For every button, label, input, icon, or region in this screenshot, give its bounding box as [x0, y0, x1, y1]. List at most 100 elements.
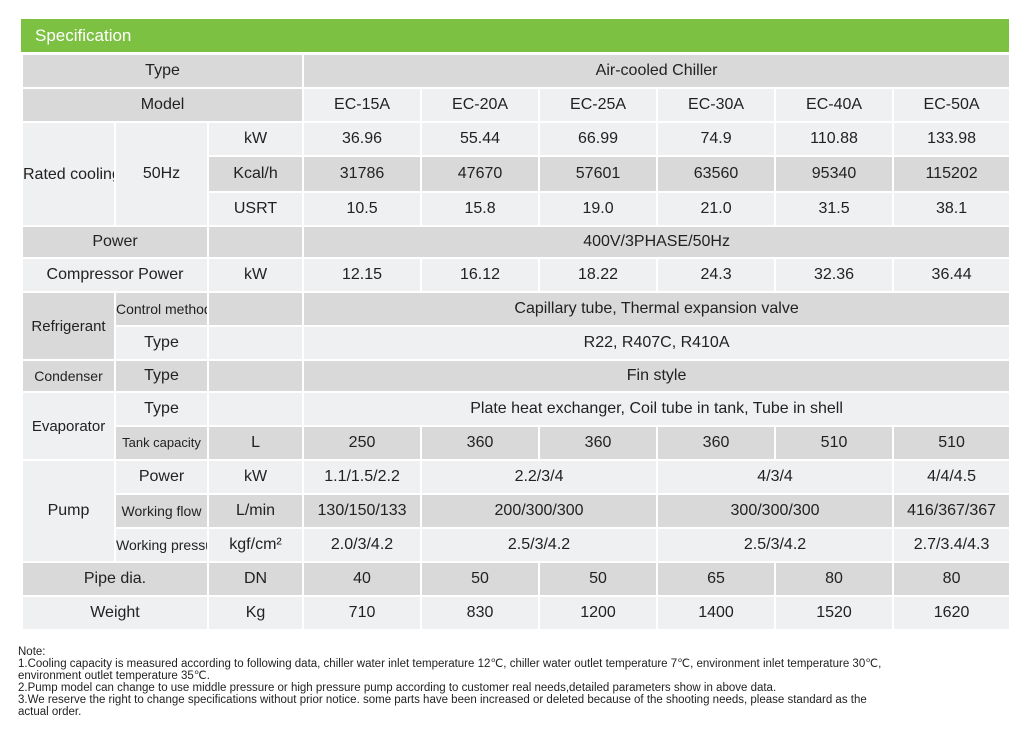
evaporator-type-label: Type — [114, 391, 209, 427]
value-cell: 4/3/4 — [656, 459, 895, 495]
evaporator-label: Evaporator — [21, 391, 116, 461]
pump-pressure-row: Working pressure kgf/cm² 2.0/3/4.2 2.5/3… — [22, 527, 1012, 563]
value-cell: 16.12 — [420, 257, 541, 293]
value-cell: 15.8 — [420, 191, 541, 227]
unit-cell: Kcal/h — [206, 155, 305, 193]
unit-cell: L/min — [206, 493, 305, 529]
rated-cooling-label: Rated cooling capacity — [21, 121, 116, 227]
notes-title: Note: — [18, 646, 46, 658]
weight-label: Weight — [21, 595, 209, 631]
value-cell: 74.9 — [656, 121, 777, 157]
value-cell: 21.0 — [656, 191, 777, 227]
value-cell: 1200 — [538, 595, 659, 631]
value-cell: 200/300/300 — [420, 493, 659, 529]
model-cell: EC-15A — [302, 87, 423, 123]
model-cell: EC-20A — [420, 87, 541, 123]
note-item: 2.Pump model can change to use middle pr… — [18, 682, 777, 694]
value-cell: 80 — [774, 561, 895, 597]
specification-table: Type Air-cooled Chiller Model EC-15A EC-… — [20, 53, 1012, 631]
value-cell: 4/4/4.5 — [892, 459, 1012, 495]
rated-kw-row: Rated cooling capacity 50Hz kW 36.96 55.… — [21, 121, 1012, 227]
value-cell: 2.5/3/4.2 — [656, 527, 895, 563]
value-cell: 36.96 — [302, 121, 423, 157]
value-cell: 63560 — [656, 155, 777, 193]
rated-frequency: 50Hz — [114, 121, 209, 227]
rated-usrt-row: USRT 10.5 15.8 19.0 21.0 31.5 38.1 — [22, 191, 1012, 227]
notes-section: Note: 1.Cooling capacity is measured acc… — [18, 646, 1018, 718]
value-cell: 710 — [302, 595, 423, 631]
value-cell: 24.3 — [656, 257, 777, 293]
value-cell: 55.44 — [420, 121, 541, 157]
model-label: Model — [20, 87, 305, 123]
empty-cell — [206, 291, 305, 327]
condenser-type-value: Fin style — [302, 359, 1012, 393]
value-cell: 66.99 — [538, 121, 659, 157]
refrigerant-type-label: Type — [114, 325, 209, 361]
unit-cell: Kg — [206, 595, 305, 631]
evaporator-type-row: Evaporator Type Plate heat exchanger, Co… — [21, 391, 1012, 461]
value-cell: 40 — [302, 561, 423, 597]
weight-row: Weight Kg 710 830 1200 1400 1520 1620 — [21, 595, 1012, 631]
unit-cell: kW — [206, 459, 305, 495]
model-row: Model EC-15A EC-20A EC-25A EC-30A EC-40A… — [20, 87, 1012, 123]
value-cell: 360 — [656, 425, 777, 461]
empty-cell — [206, 225, 305, 259]
condenser-label: Condenser — [21, 359, 116, 393]
pump-label: Pump — [21, 459, 116, 563]
value-cell: 18.22 — [538, 257, 659, 293]
value-cell: 830 — [420, 595, 541, 631]
unit-cell: kW — [206, 121, 305, 157]
value-cell: 47670 — [420, 155, 541, 193]
power-value: 400V/3PHASE/50Hz — [302, 225, 1012, 259]
value-cell: 1620 — [892, 595, 1012, 631]
unit-cell: DN — [206, 561, 305, 597]
value-cell: 510 — [774, 425, 895, 461]
value-cell: 50 — [420, 561, 541, 597]
model-cell: EC-25A — [538, 87, 659, 123]
empty-cell — [206, 391, 305, 427]
value-cell: 130/150/133 — [302, 493, 423, 529]
value-cell: 360 — [538, 425, 659, 461]
pump-power-row: Pump Power kW 1.1/1.5/2.2 2.2/3/4 4/3/4 … — [21, 459, 1012, 563]
compressor-label: Compressor Power — [21, 257, 209, 293]
note-item: 1.Cooling capacity is measured according… — [18, 658, 882, 682]
value-cell: 110.88 — [774, 121, 895, 157]
working-flow-label: Working flow — [114, 493, 209, 529]
value-cell: 2.5/3/4.2 — [420, 527, 659, 563]
note-item: 3.We reserve the right to change specifi… — [18, 694, 867, 718]
empty-cell — [206, 359, 305, 393]
compressor-row: Compressor Power kW 12.15 16.12 18.22 24… — [21, 257, 1012, 293]
value-cell: 2.2/3/4 — [420, 459, 659, 495]
pipe-row: Pipe dia. DN 40 50 50 65 80 80 — [21, 561, 1012, 597]
value-cell: 31.5 — [774, 191, 895, 227]
tank-capacity-row: Tank capacity L 250 360 360 360 510 510 — [22, 425, 1012, 461]
value-cell: 32.36 — [774, 257, 895, 293]
value-cell: 38.1 — [892, 191, 1012, 227]
type-row: Type Air-cooled Chiller — [20, 53, 1012, 89]
value-cell: 95340 — [774, 155, 895, 193]
unit-cell: kgf/cm² — [206, 527, 305, 563]
type-label: Type — [20, 53, 305, 89]
model-cell: EC-40A — [774, 87, 895, 123]
value-cell: 300/300/300 — [656, 493, 895, 529]
value-cell: 80 — [892, 561, 1012, 597]
tank-capacity-label: Tank capacity — [114, 425, 209, 461]
unit-cell: kW — [206, 257, 305, 293]
value-cell: 360 — [420, 425, 541, 461]
condenser-type-label: Type — [114, 359, 209, 393]
value-cell: 133.98 — [892, 121, 1012, 157]
value-cell: 2.7/3.4/4.3 — [892, 527, 1012, 563]
pump-power-label: Power — [114, 459, 209, 495]
value-cell: 31786 — [302, 155, 423, 193]
model-cell: EC-50A — [892, 87, 1012, 123]
evaporator-type-value: Plate heat exchanger, Coil tube in tank,… — [302, 391, 1012, 427]
pump-flow-row: Working flow L/min 130/150/133 200/300/3… — [22, 493, 1012, 529]
control-method-value: Capillary tube, Thermal expansion valve — [302, 291, 1012, 327]
control-method-label: Control method — [114, 291, 209, 327]
value-cell: 19.0 — [538, 191, 659, 227]
value-cell: 65 — [656, 561, 777, 597]
value-cell: 115202 — [892, 155, 1012, 193]
unit-cell: USRT — [206, 191, 305, 227]
empty-cell — [206, 325, 305, 361]
pipe-label: Pipe dia. — [21, 561, 209, 597]
